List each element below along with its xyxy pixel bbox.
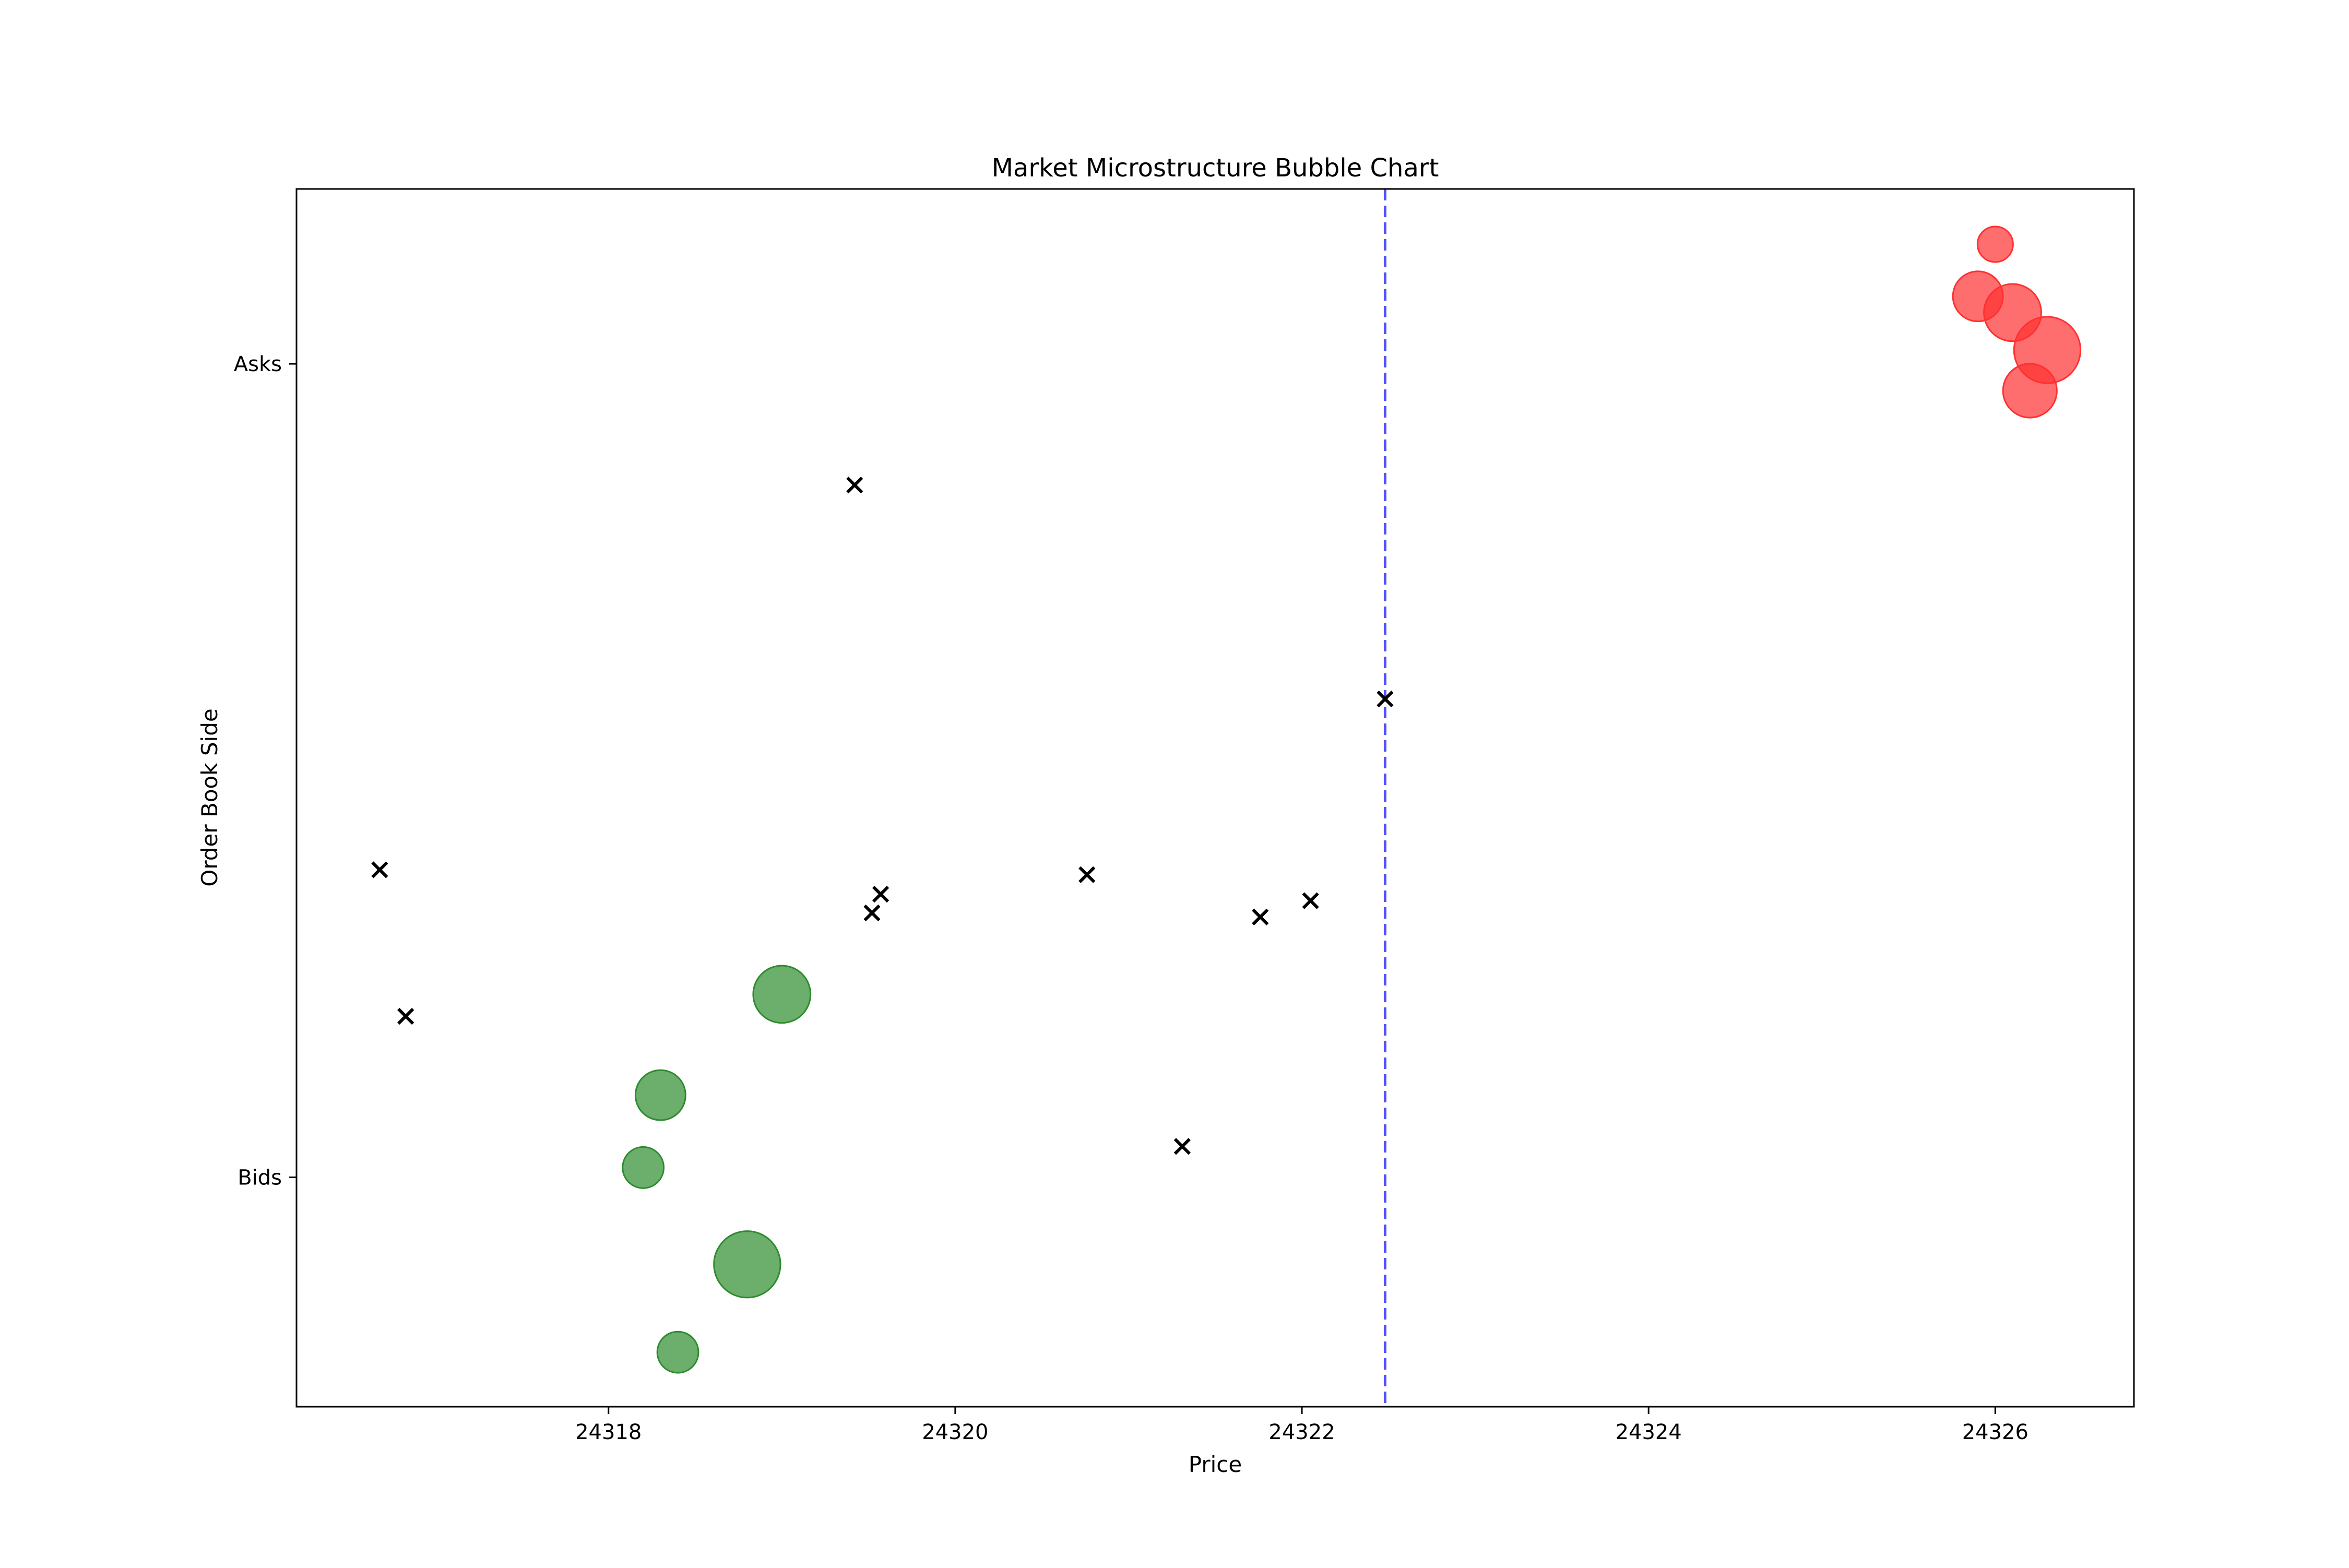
- axes-frame: [295, 188, 2135, 1408]
- trade-marker-9: [397, 1007, 414, 1025]
- x-tick-label: 24324: [1616, 1420, 1682, 1444]
- y-tick-label: Asks: [234, 352, 282, 376]
- trade-marker-3: [371, 861, 388, 878]
- x-axis-ticks: 24318 24320 24322 24324 24326: [575, 1407, 2028, 1444]
- bids-bubble-4: [713, 1230, 781, 1299]
- trade-marker-4: [1078, 866, 1096, 883]
- bids-bubble-2: [634, 1069, 686, 1121]
- asks-bubble-5: [2002, 363, 2058, 419]
- asks-bubble-1: [1976, 225, 2014, 263]
- trade-marker-8: [1252, 908, 1269, 925]
- trade-marker-1: [846, 477, 863, 494]
- trade-marker-2: [1377, 691, 1394, 708]
- bids-bubble-1: [752, 965, 812, 1024]
- chart-marks: [371, 189, 2082, 1407]
- y-axis-ticks: Bids Asks: [234, 352, 296, 1190]
- y-tick-label: Bids: [238, 1166, 282, 1190]
- x-tick-label: 24326: [1962, 1420, 2028, 1444]
- chart-title: Market Microstructure Bubble Chart: [992, 153, 1439, 183]
- x-tick-label: 24318: [575, 1420, 642, 1444]
- bids-bubble-5: [656, 1331, 699, 1374]
- x-tick-label: 24322: [1268, 1420, 1335, 1444]
- trade-marker-10: [1173, 1138, 1191, 1155]
- trade-marker-5: [872, 886, 889, 903]
- x-axis-label: Price: [1189, 1452, 1242, 1477]
- x-tick-label: 24320: [922, 1420, 988, 1444]
- trade-marker-7: [863, 904, 881, 922]
- bids-bubble-3: [622, 1146, 665, 1189]
- trade-marker-6: [1302, 892, 1319, 909]
- y-axis-label: Order Book Side: [197, 708, 222, 886]
